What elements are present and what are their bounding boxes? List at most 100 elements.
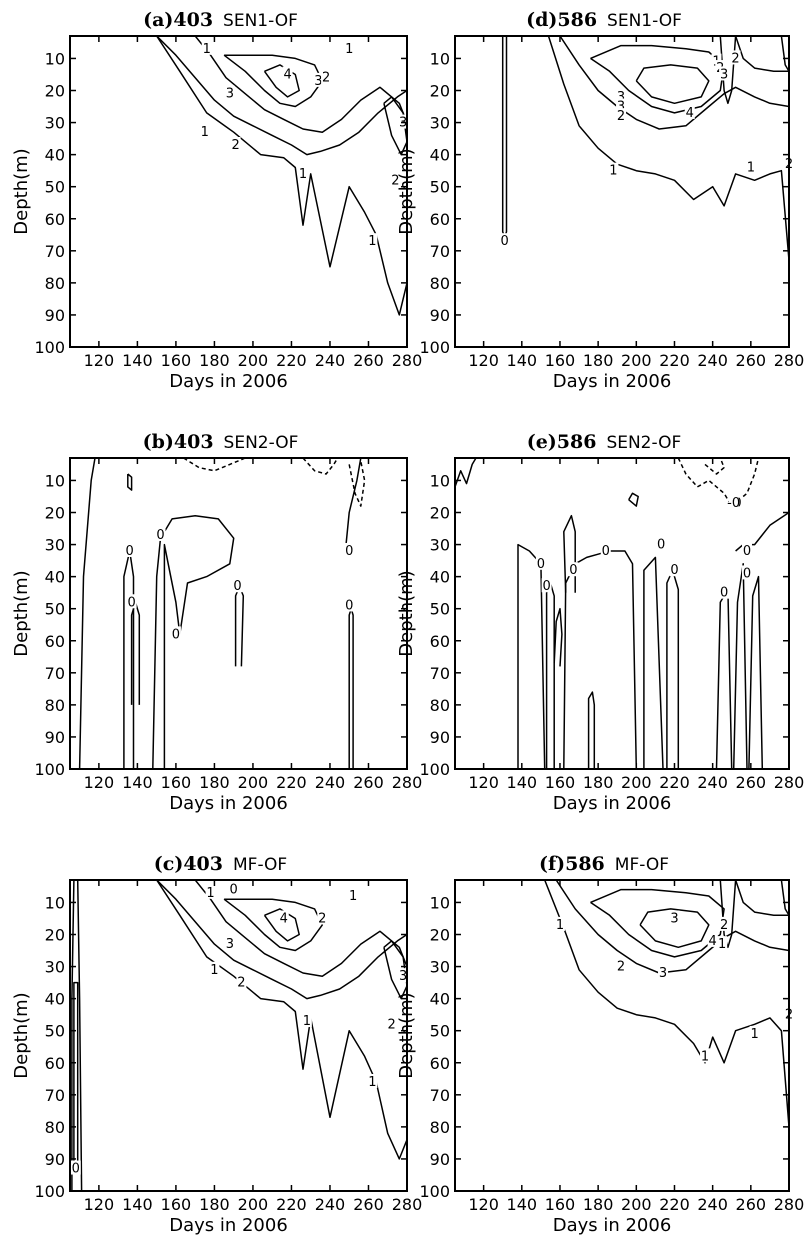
contour-line-0 (704, 458, 725, 475)
panel-title-tag: (c)403 (154, 853, 223, 875)
y-tick-label: 50 (430, 178, 450, 197)
y-tick-label: 80 (430, 696, 450, 715)
plot-frame (69, 35, 408, 348)
x-tick-label: 240 (697, 773, 728, 792)
contour-label-bg (719, 66, 730, 81)
panel-title-run: MF-OF (233, 855, 287, 875)
contour-label: 1 (718, 937, 726, 952)
contour-label: 0 (720, 586, 728, 601)
x-tick-label: 240 (697, 351, 728, 370)
contour-line-0 (183, 458, 246, 472)
y-tick-label: 90 (430, 728, 450, 747)
y-tick-label: 70 (45, 242, 65, 261)
x-tick-label: 120 (468, 773, 499, 792)
contour-label-bg (730, 50, 741, 65)
y-tick-label: 90 (45, 306, 65, 325)
contour-line-3 (383, 96, 407, 156)
contour-line-1 (734, 36, 789, 73)
contour-label: 1 (556, 918, 564, 933)
y-tick-label: 90 (45, 728, 65, 747)
y-tick-label: 70 (430, 242, 450, 261)
x-tick-label: 220 (276, 773, 307, 792)
contour-label-bg (367, 1073, 378, 1088)
x-tick-label: 160 (161, 1195, 192, 1214)
contour-lines (78, 458, 366, 769)
y-tick-label: 100 (34, 760, 65, 779)
contour-label-bg (658, 964, 669, 979)
panel-title: (b)403 SEN2-OF (143, 431, 299, 453)
contour-line-0 (517, 543, 546, 769)
y-tick-label: 40 (430, 146, 450, 165)
contour-line-0 (127, 473, 133, 491)
panel-title-tag: (e)586 (527, 431, 597, 453)
contour-line-0 (715, 588, 733, 769)
contour-label: 2 (617, 109, 625, 124)
contour-line-4 (635, 64, 710, 105)
contour-label: -0 (727, 496, 740, 511)
contour-label: 0 (345, 544, 353, 559)
contour-label: 1 (206, 886, 214, 901)
contour-label: 2 (231, 138, 239, 153)
contour-label-bg (224, 936, 235, 951)
contour-line-0 (643, 556, 664, 769)
y-tick-label: 40 (45, 568, 65, 587)
panel-title-run: SEN2-OF (606, 433, 681, 453)
y-tick-label: 40 (430, 568, 450, 587)
y-tick-label: 100 (34, 1182, 65, 1201)
panel-title-tag: (d)586 (526, 9, 597, 31)
contour-line-2 (719, 880, 737, 949)
contour-label: 3 (720, 67, 728, 82)
x-tick-label: 220 (659, 351, 690, 370)
contour-lines (71, 880, 407, 1191)
contour-label: 4 (280, 911, 288, 926)
contour-label-bg (535, 555, 546, 570)
contour-line-3 (383, 940, 407, 1000)
contour-line-0 (76, 880, 83, 1191)
plot-frame (454, 879, 790, 1192)
contour-line-2 (780, 36, 789, 72)
panel-title: (d)586 SEN1-OF (526, 9, 682, 31)
contour-line-0 (732, 563, 748, 769)
contour-label: 0 (345, 598, 353, 613)
contour-label-bg (616, 958, 627, 973)
contour-line-0 (348, 461, 366, 507)
contour-label: 2 (731, 51, 739, 66)
x-tick-label: 120 (468, 1195, 499, 1214)
contour-label: 2 (237, 976, 245, 991)
y-tick-label: 70 (430, 664, 450, 683)
contour-label-bg (344, 542, 355, 557)
contour-label: 1 (345, 42, 353, 57)
contour-label: 1 (368, 234, 376, 249)
contour-label-bg (669, 562, 680, 577)
x-tick-label: 240 (315, 773, 346, 792)
x-tick-label: 200 (621, 351, 652, 370)
x-tick-label: 180 (583, 773, 614, 792)
contour-label-bg (321, 69, 332, 84)
plot-frame (69, 457, 408, 770)
y-tick-label: 60 (45, 210, 65, 229)
y-tick-label: 90 (45, 1150, 65, 1169)
contour-label: 1 (299, 167, 307, 182)
y-tick-label: 50 (45, 178, 65, 197)
y-axis-label: Depth(m) (396, 570, 417, 656)
contour-label-bg (367, 233, 378, 248)
contour-label: 1 (303, 1014, 311, 1029)
y-tick-label: 20 (45, 82, 65, 101)
contour-label-bg (749, 1025, 760, 1040)
contour-label-bg (541, 578, 552, 593)
contour-label-bg (742, 542, 753, 557)
contour-label: 0 (657, 538, 665, 553)
x-tick-label: 160 (545, 351, 576, 370)
x-axis-label: Days in 2006 (553, 371, 672, 392)
contour-label: 3 (399, 969, 407, 984)
contour-label-bg (398, 968, 409, 983)
contour-label: 0 (537, 557, 545, 572)
y-tick-label: 30 (45, 958, 65, 977)
y-tick-label: 10 (430, 471, 450, 490)
contour-line-1 (734, 880, 789, 917)
contour-line-4 (263, 908, 300, 942)
y-tick-label: 100 (419, 338, 450, 357)
x-tick-label: 140 (507, 773, 538, 792)
y-tick-label: 80 (430, 274, 450, 293)
contour-line-0 (152, 514, 235, 769)
